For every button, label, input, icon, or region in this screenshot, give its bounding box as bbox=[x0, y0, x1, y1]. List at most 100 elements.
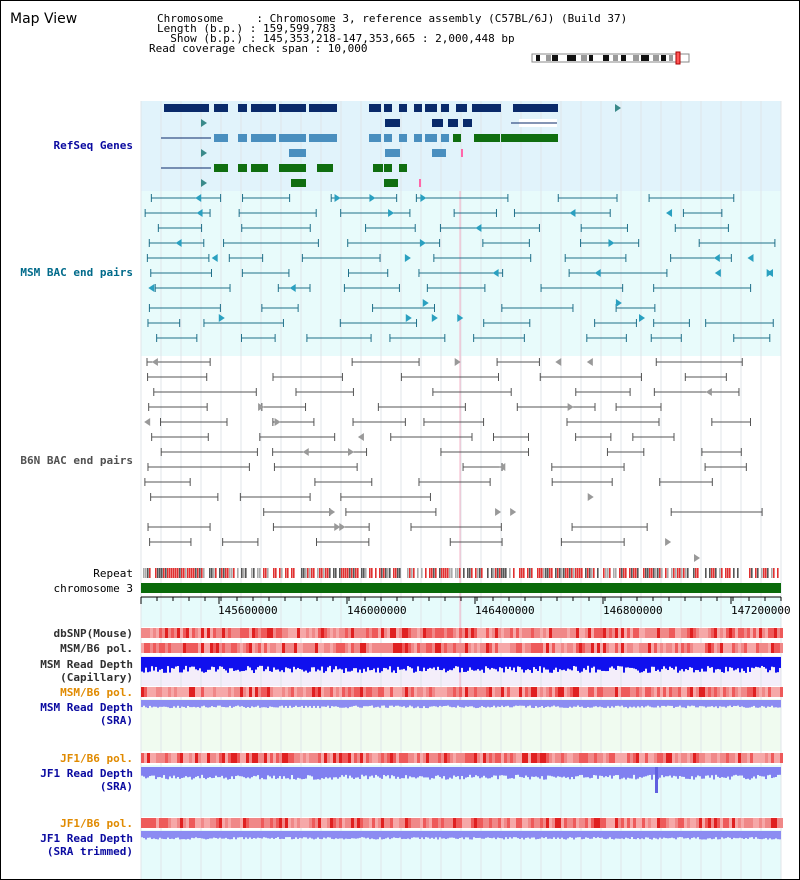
repeat-block bbox=[673, 568, 675, 578]
b6n-end-marker bbox=[499, 463, 506, 471]
track-label-msm-b6-pol-2[interactable]: MSM/B6 pol. bbox=[60, 686, 133, 699]
track-label-msm-b6-pol-1[interactable]: MSM/B6 pol. bbox=[60, 642, 133, 655]
repeat-block bbox=[711, 568, 713, 578]
msm-depth-sra-bar bbox=[483, 700, 485, 708]
msm-b6-pol-strip bbox=[426, 643, 429, 653]
msm-b6-pol-strip bbox=[615, 643, 618, 653]
dbsnp-strip bbox=[222, 628, 225, 638]
jf1-trim-bar bbox=[333, 831, 335, 840]
jf1-trim-bar bbox=[223, 831, 225, 839]
msm-depth-sra-bar bbox=[199, 700, 201, 708]
msm-depth-cap-bar bbox=[733, 657, 735, 671]
jf1-depth-bar bbox=[391, 767, 393, 776]
msm-b6-pol-strip bbox=[324, 643, 327, 653]
msm-depth-sra-bar bbox=[283, 700, 285, 708]
jf1-trim-bar bbox=[141, 831, 143, 838]
msm-depth-cap-bar bbox=[477, 657, 479, 670]
jf1-b6-pol-strip bbox=[411, 818, 414, 828]
msm-b6-pol-strip bbox=[501, 687, 504, 697]
msm-b6-pol-strip bbox=[513, 643, 516, 653]
jf1-b6-pol-strip bbox=[555, 753, 558, 763]
msm-b6-pol-strip bbox=[597, 687, 600, 697]
msm-depth-cap-bar bbox=[621, 657, 623, 667]
msm-depth-sra-bar bbox=[273, 700, 275, 708]
repeat-block bbox=[417, 568, 419, 578]
msm-depth-sra-bar bbox=[165, 700, 167, 707]
track-label-jf1-b6-pol-1[interactable]: JF1/B6 pol. bbox=[60, 752, 133, 765]
jf1-trim-bar bbox=[231, 831, 233, 840]
msm-depth-sra-bar bbox=[777, 700, 779, 708]
msm-depth-cap-bar bbox=[685, 657, 687, 670]
repeat-block bbox=[173, 568, 175, 578]
gene-exon bbox=[399, 134, 407, 142]
length-line: Length (b.p.) : 159,599,783 bbox=[157, 22, 336, 35]
track-label-jf1-depth[interactable]: JF1 Read Depth bbox=[40, 767, 133, 780]
repeat-block bbox=[329, 568, 331, 578]
track-label-b6n-bac[interactable]: B6N BAC end pairs bbox=[20, 454, 133, 467]
jf1-trim-bar bbox=[405, 831, 407, 839]
msm-b6-pol-strip bbox=[771, 643, 774, 653]
jf1-b6-pol-strip bbox=[387, 753, 390, 763]
msm-b6-pol-strip bbox=[414, 687, 417, 697]
msm-depth-cap-bar bbox=[363, 657, 365, 669]
dbsnp-strip bbox=[465, 628, 468, 638]
track-label-jf1-depth-trimmed[interactable]: JF1 Read Depth bbox=[40, 832, 133, 845]
gene-mark bbox=[461, 149, 463, 157]
jf1-depth-bar bbox=[453, 767, 455, 776]
msm-depth-cap-bar bbox=[353, 657, 355, 669]
jf1-depth-bar bbox=[173, 767, 175, 776]
msm-depth-sra-bar bbox=[257, 700, 259, 706]
track-label-msm-depth-capillary[interactable]: MSM Read Depth bbox=[40, 658, 133, 671]
jf1-trim-bar bbox=[215, 831, 217, 839]
jf1-depth-bar bbox=[459, 767, 461, 780]
jf1-b6-pol-strip bbox=[696, 818, 699, 828]
track-label-dbsnp[interactable]: dbSNP(Mouse) bbox=[53, 627, 133, 640]
msm-depth-sra-bar bbox=[431, 700, 433, 707]
track-label-refseq[interactable]: RefSeq Genes bbox=[53, 139, 133, 152]
msm-depth-sra-bar bbox=[571, 700, 573, 708]
jf1-trim-bar bbox=[729, 831, 731, 838]
msm-b6-pol-strip bbox=[405, 687, 408, 697]
msm-b6-pol-strip bbox=[300, 643, 303, 653]
repeat-block bbox=[721, 568, 723, 578]
msm-b6-pol-strip bbox=[708, 687, 711, 697]
dbsnp-strip bbox=[285, 628, 288, 638]
msm-depth-sra-bar bbox=[369, 700, 371, 706]
jf1-depth-bar bbox=[525, 767, 527, 776]
msm-depth-sra-bar bbox=[433, 700, 435, 707]
msm-depth-sra-bar bbox=[677, 700, 679, 707]
track-label-msm-bac[interactable]: MSM BAC end pairs bbox=[20, 266, 133, 279]
jf1-depth-bar bbox=[507, 767, 509, 779]
msm-depth-cap-bar bbox=[623, 657, 625, 673]
track-label-msm-depth-sra[interactable]: MSM Read Depth bbox=[40, 701, 133, 714]
dbsnp-strip bbox=[561, 628, 564, 638]
repeat-block bbox=[661, 568, 663, 578]
msm-depth-cap-bar bbox=[553, 657, 555, 670]
gene-exon bbox=[238, 134, 247, 142]
msm-depth-sra-bar bbox=[569, 700, 571, 707]
jf1-trim-bar bbox=[229, 831, 231, 840]
track-label-jf1-b6-pol-2[interactable]: JF1/B6 pol. bbox=[60, 817, 133, 830]
jf1-trim-bar bbox=[687, 831, 689, 838]
msm-depth-cap-bar bbox=[269, 657, 271, 672]
msm-b6-pol-strip bbox=[435, 643, 438, 653]
msm-depth-sra-bar bbox=[411, 700, 413, 707]
jf1-trim-bar bbox=[513, 831, 515, 838]
jf1-depth-bar bbox=[625, 767, 627, 780]
repeat-block bbox=[171, 568, 173, 578]
dbsnp-strip bbox=[189, 628, 192, 638]
jf1-trim-bar bbox=[725, 831, 727, 839]
msm-depth-cap-bar bbox=[315, 657, 317, 672]
bac-end-marker bbox=[419, 239, 426, 247]
msm-b6-pol-strip bbox=[348, 687, 351, 697]
dbsnp-strip bbox=[216, 628, 219, 638]
jf1-b6-pol-strip bbox=[558, 753, 561, 763]
msm-b6-pol-strip bbox=[762, 687, 765, 697]
track-label-repeat[interactable]: Repeat bbox=[93, 567, 133, 580]
msm-depth-sra-bar bbox=[485, 700, 487, 708]
jf1-depth-bar bbox=[219, 767, 221, 778]
jf1-depth-bar bbox=[597, 767, 599, 779]
jf1-b6-pol-strip bbox=[297, 753, 300, 763]
jf1-b6-pol-strip bbox=[144, 753, 147, 763]
